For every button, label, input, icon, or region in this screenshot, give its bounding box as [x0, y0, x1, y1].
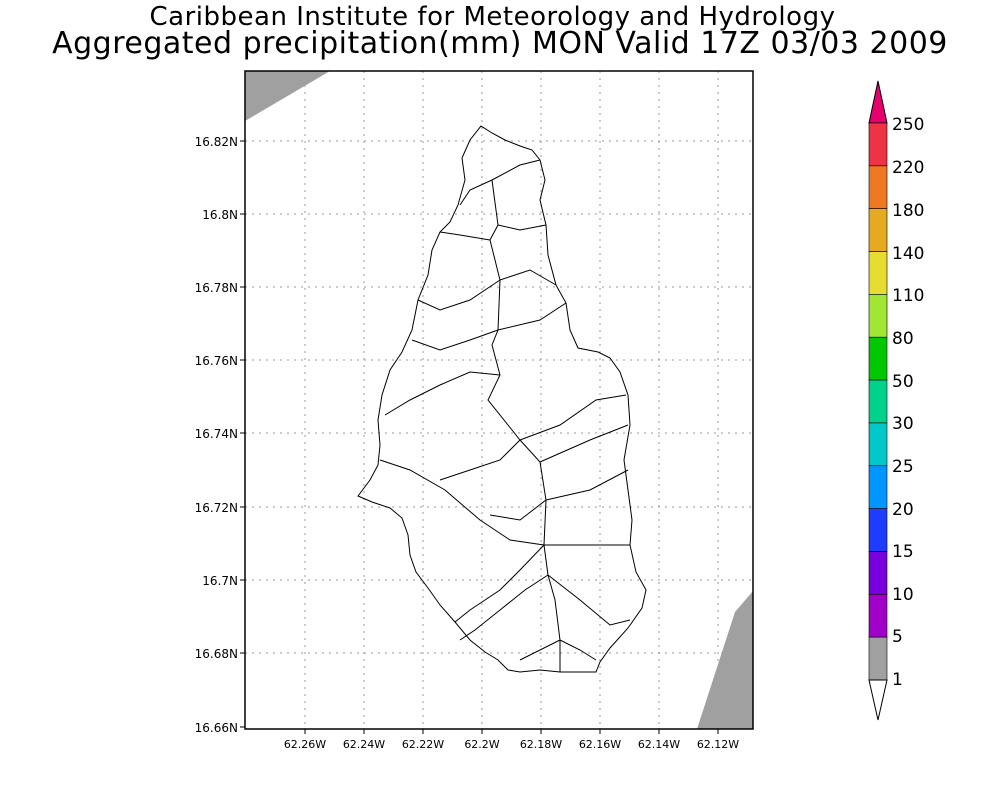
lon-label: 62.26W	[284, 738, 326, 751]
colorbar-segment	[868, 379, 888, 424]
chart-title-line-2: Aggregated precipitation(mm) MON Valid 1…	[52, 26, 948, 61]
colorbar-segment	[868, 465, 888, 509]
lat-label: 16.74N	[195, 427, 238, 441]
colorbar-segment	[868, 422, 888, 467]
colorbar-label: 20	[892, 500, 914, 520]
precip-shade-northwest	[245, 71, 330, 121]
island-outline	[357, 125, 647, 673]
colorbar-label: 220	[892, 158, 924, 178]
lat-label: 16.66N	[195, 721, 238, 735]
colorbar-segment	[868, 336, 888, 381]
colorbar-label: 5	[892, 627, 903, 647]
colorbar-label: 180	[892, 201, 924, 221]
colorbar-segment	[868, 551, 888, 595]
lon-ticks	[304, 729, 719, 734]
colorbar-segment	[868, 208, 888, 252]
colorbar-segment	[868, 636, 888, 681]
colorbar-label: 10	[892, 585, 914, 605]
colorbar-segment	[868, 594, 888, 638]
colorbar-top-arrow	[868, 80, 888, 124]
lon-label: 62.12W	[697, 738, 739, 751]
lat-label: 16.76N	[195, 354, 238, 368]
map-frame	[244, 70, 754, 730]
lon-label: 62.18W	[520, 738, 562, 751]
lat-label: 16.78N	[195, 281, 238, 295]
precip-shade-southeast	[697, 591, 753, 729]
colorbar-label: 250	[892, 115, 924, 135]
colorbar-label: 50	[892, 372, 914, 392]
colorbar-label: 140	[892, 244, 924, 264]
lat-ticks	[240, 140, 245, 728]
lat-label: 16.7N	[202, 574, 238, 588]
colorbar	[868, 80, 888, 721]
map-plot-area	[245, 71, 753, 729]
chart-title-line-1: Caribbean Institute for Meteorology and …	[149, 2, 836, 32]
colorbar-segment	[868, 294, 888, 338]
lon-label: 62.24W	[343, 738, 385, 751]
watershed-boundaries	[379, 159, 631, 672]
lat-label: 16.82N	[195, 135, 238, 149]
colorbar-label: 1	[892, 670, 903, 690]
colorbar-bottom-arrow	[868, 679, 888, 721]
colorbar-label: 80	[892, 329, 914, 349]
colorbar-segment	[868, 165, 888, 209]
colorbar-segment	[868, 508, 888, 552]
lat-label: 16.8N	[202, 208, 238, 222]
colorbar-label: 25	[892, 457, 914, 477]
lon-label: 62.14W	[638, 738, 680, 751]
map-gridlines	[245, 71, 753, 729]
colorbar-segment	[868, 251, 888, 295]
lat-label: 16.68N	[195, 647, 238, 661]
colorbar-label: 15	[892, 542, 914, 562]
colorbar-segment	[868, 122, 888, 167]
lon-label: 62.22W	[402, 738, 444, 751]
colorbar-label: 30	[892, 414, 914, 434]
lat-label: 16.72N	[195, 501, 238, 515]
lon-label: 62.2W	[464, 738, 499, 751]
colorbar-label: 110	[892, 286, 924, 306]
lon-label: 62.16W	[579, 738, 621, 751]
